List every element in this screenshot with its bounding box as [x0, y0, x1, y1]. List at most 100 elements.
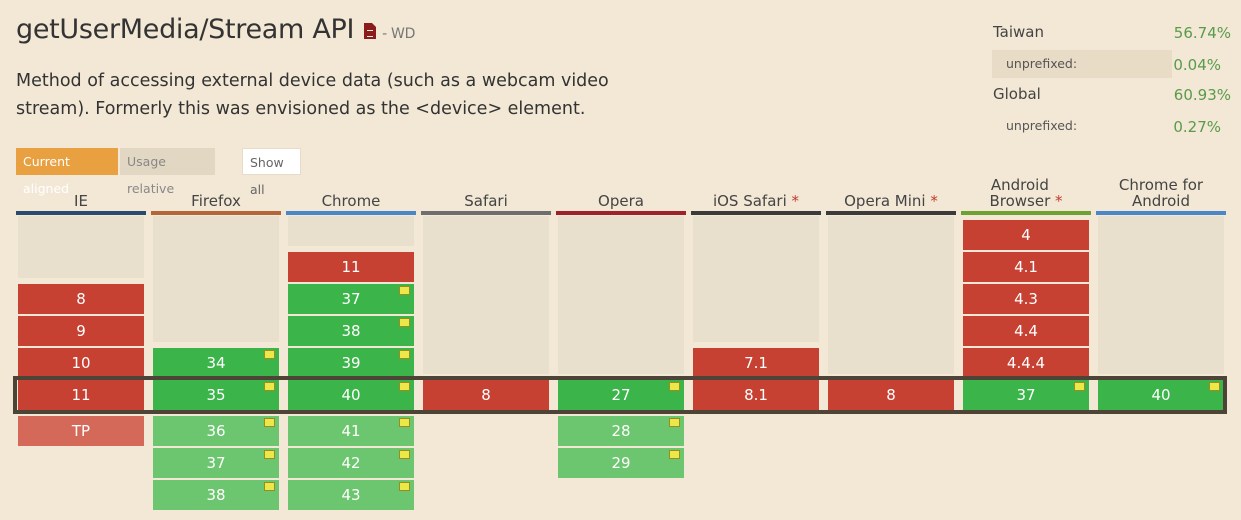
browser-column-opera-mini: Opera Mini * 8	[826, 176, 956, 410]
future-version-cell-future-supported[interactable]: 29	[558, 448, 684, 478]
future-version-cell-future-supported[interactable]: 37	[153, 448, 279, 478]
stat-label: unprefixed:	[992, 50, 1172, 78]
browser-name-label: iOS Safari	[712, 192, 787, 210]
browser-name-label: Opera Mini	[844, 192, 926, 210]
stat-value: 56.74%	[1173, 24, 1231, 42]
browser-column-chrome-for-android: Chrome for Android 40	[1096, 176, 1226, 410]
browser-name[interactable]: IE	[16, 176, 146, 210]
future-version-cell-future-supported[interactable]: 36	[153, 416, 279, 446]
usage-relative-button[interactable]: Usage relative	[120, 148, 215, 196]
stat-value: 60.93%	[1173, 86, 1231, 104]
current-version-cell-supported[interactable]: 40	[1098, 380, 1224, 410]
browser-column-opera: Opera 27 28 29	[556, 176, 686, 478]
browser-name[interactable]: Opera	[556, 176, 686, 210]
browser-color-bar	[16, 211, 146, 215]
empty-version-area	[828, 216, 954, 374]
usage-stats: Taiwan 56.74% unprefixed: 0.04% Global 60.93%…	[991, 18, 1231, 142]
past-version-cell-supported[interactable]: 38	[288, 316, 414, 346]
browser-name[interactable]: Firefox	[151, 176, 281, 210]
past-version-cell-not-supported[interactable]: 7.1	[693, 348, 819, 378]
browser-name-label: Chrome for Android	[1118, 176, 1204, 210]
stat-label: Taiwan	[993, 23, 1045, 41]
browser-name-label: Android Browser	[989, 176, 1051, 210]
current-version-cell-supported[interactable]: 37	[963, 380, 1089, 410]
current-version-cell-not-supported[interactable]: 8.1	[693, 380, 819, 410]
stat-value: 0.04%	[1173, 56, 1221, 74]
stat-value: 0.27%	[1173, 118, 1221, 136]
past-version-cell-not-supported[interactable]: 4.4	[963, 316, 1089, 346]
past-version-cell-not-supported[interactable]: 10	[18, 348, 144, 378]
future-version-cell-future-supported[interactable]: 28	[558, 416, 684, 446]
past-version-cell-not-supported[interactable]: 4	[963, 220, 1089, 250]
stat-label: Global	[993, 85, 1041, 103]
browser-name-label: Chrome	[321, 192, 381, 210]
empty-version-area	[18, 216, 144, 278]
past-version-cell-not-supported[interactable]: 11	[288, 252, 414, 282]
browser-color-bar	[421, 211, 551, 215]
empty-version-area	[558, 216, 684, 374]
current-version-cell-not-supported[interactable]: 8	[828, 380, 954, 410]
spec-document-icon[interactable]	[364, 23, 377, 39]
current-version-cell-not-supported[interactable]: 8	[423, 380, 549, 410]
show-all-button[interactable]: Show all	[242, 148, 301, 197]
current-version-cell-supported[interactable]: 27	[558, 380, 684, 410]
browser-name-label: Safari	[464, 192, 508, 210]
past-version-cell-supported[interactable]: 39	[288, 348, 414, 378]
empty-version-area	[423, 216, 549, 374]
future-version-cell-future-not-supported[interactable]: TP	[18, 416, 144, 446]
spec-status[interactable]: - WD	[382, 26, 416, 42]
browser-color-bar	[961, 211, 1091, 215]
browser-column-chrome: Chrome 11 37 38 39 40 41 42 43	[286, 176, 416, 510]
current-aligned-button[interactable]: Current aligned	[16, 148, 118, 196]
future-version-cell-future-supported[interactable]: 38	[153, 480, 279, 510]
browser-column-firefox: Firefox 34 35 36 37 38	[151, 176, 281, 510]
browser-name-label: Opera	[598, 192, 644, 210]
empty-version-area	[153, 216, 279, 342]
browser-color-bar	[151, 211, 281, 215]
page-title: getUserMedia/Stream API - WD	[16, 14, 415, 45]
browser-name[interactable]: iOS Safari *	[691, 176, 821, 210]
past-version-cell-not-supported[interactable]: 4.4.4	[963, 348, 1089, 378]
note-asterisk: *	[1050, 192, 1063, 210]
past-version-cell-supported[interactable]: 34	[153, 348, 279, 378]
browser-name[interactable]: Chrome for Android	[1096, 176, 1226, 210]
browser-name-label: IE	[74, 192, 88, 210]
current-version-cell-supported[interactable]: 35	[153, 380, 279, 410]
past-version-cell-not-supported[interactable]: 4.1	[963, 252, 1089, 282]
current-version-cell-supported[interactable]: 40	[288, 380, 414, 410]
browser-column-ios-safari: iOS Safari * 7.1 8.1	[691, 176, 821, 410]
browser-name[interactable]: Android Browser *	[961, 176, 1091, 210]
browser-name[interactable]: Chrome	[286, 176, 416, 210]
browser-column-safari: Safari 8	[421, 176, 551, 410]
browser-name[interactable]: Opera Mini *	[826, 176, 956, 210]
past-version-cell-not-supported[interactable]: 9	[18, 316, 144, 346]
stat-label: unprefixed:	[1006, 118, 1078, 133]
browser-color-bar	[1096, 211, 1226, 215]
browser-name-label: Firefox	[191, 192, 241, 210]
past-version-cell-not-supported[interactable]: 4.3	[963, 284, 1089, 314]
empty-version-area	[1098, 216, 1224, 374]
stat-row-unprefixed[interactable]: unprefixed: 0.04%	[991, 49, 1231, 80]
future-version-cell-future-supported[interactable]: 41	[288, 416, 414, 446]
future-version-cell-future-supported[interactable]: 43	[288, 480, 414, 510]
browser-color-bar	[556, 211, 686, 215]
current-version-row-frame	[13, 376, 1227, 414]
browser-column-android-browser: Android Browser * 4 4.1 4.3 4.4 4.4.4 37	[961, 176, 1091, 410]
browser-color-bar	[286, 211, 416, 215]
browser-color-bar	[826, 211, 956, 215]
future-version-cell-future-supported[interactable]: 42	[288, 448, 414, 478]
feature-description: Method of accessing external device data…	[16, 71, 609, 119]
stat-row-unprefixed[interactable]: unprefixed: 0.27%	[991, 111, 1231, 142]
note-asterisk: *	[786, 192, 800, 210]
empty-version-area	[693, 216, 819, 342]
empty-version-area	[288, 216, 414, 246]
stat-row-taiwan[interactable]: Taiwan 56.74%	[991, 18, 1231, 49]
past-version-cell-not-supported[interactable]: 8	[18, 284, 144, 314]
note-asterisk: *	[925, 192, 938, 210]
current-version-cell-not-supported[interactable]: 11	[18, 380, 144, 410]
stat-row-global[interactable]: Global 60.93%	[991, 80, 1231, 111]
past-version-cell-supported[interactable]: 37	[288, 284, 414, 314]
browser-color-bar	[691, 211, 821, 215]
browser-name[interactable]: Safari	[421, 176, 551, 210]
browser-column-ie: IE 8 9 10 11 TP	[16, 176, 146, 446]
